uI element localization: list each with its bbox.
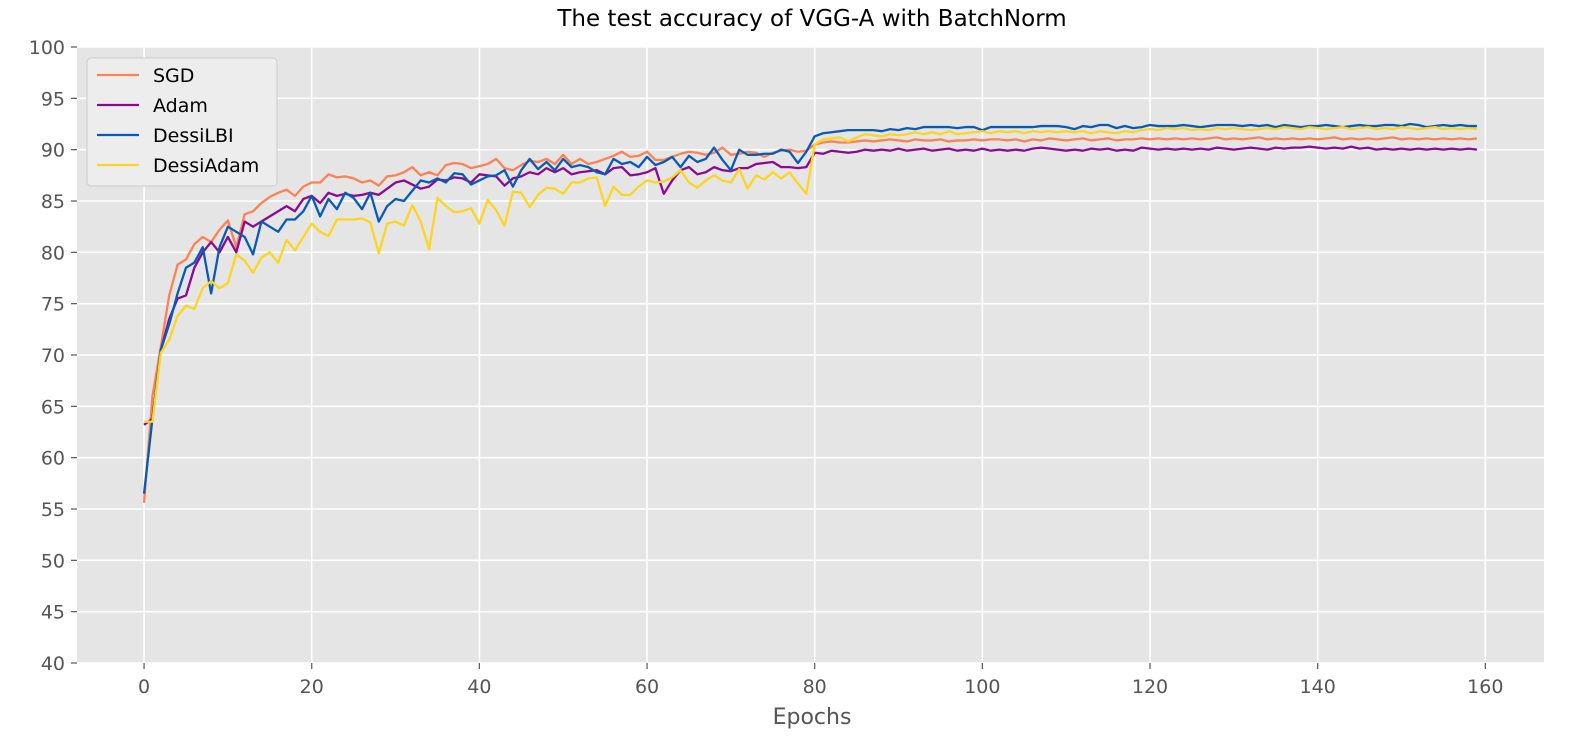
y-tick-label: 75 bbox=[41, 294, 65, 316]
y-tick-label: 65 bbox=[41, 396, 65, 418]
x-tick-label: 80 bbox=[803, 676, 827, 698]
y-tick-label: 95 bbox=[41, 88, 65, 110]
x-tick-label: 60 bbox=[635, 676, 659, 698]
x-tick-label: 120 bbox=[1132, 676, 1168, 698]
chart-title: The test accuracy of VGG-A with BatchNor… bbox=[556, 6, 1066, 32]
legend-label-sgd: SGD bbox=[153, 65, 194, 87]
legend-label-dessilbi: DessiLBI bbox=[153, 125, 234, 147]
legend: SGD Adam DessiLBI DessiAdam bbox=[86, 57, 278, 187]
legend-label-adam: Adam bbox=[153, 95, 208, 117]
y-tick-label: 100 bbox=[29, 37, 65, 59]
series-line-sgd bbox=[142, 136, 1478, 503]
y-tick-label: 40 bbox=[41, 653, 65, 675]
x-tick-label: 20 bbox=[300, 676, 324, 698]
x-tick-label: 140 bbox=[1300, 676, 1336, 698]
y-tick-label: 85 bbox=[41, 191, 65, 213]
y-tick-label: 70 bbox=[41, 345, 65, 367]
series-layer bbox=[142, 122, 1478, 503]
y-tick-label: 50 bbox=[41, 550, 65, 572]
legend-label-dessiadam: DessiAdam bbox=[153, 155, 259, 177]
y-tick-label: 55 bbox=[41, 499, 65, 521]
y-axis-ticks: 40 45 50 55 60 65 70 75 80 85 90 95 100 bbox=[29, 37, 77, 675]
y-tick-label: 60 bbox=[41, 448, 65, 470]
series-line-adam bbox=[143, 145, 1478, 426]
y-tick-label: 90 bbox=[41, 140, 65, 162]
grid-lines bbox=[77, 46, 1544, 664]
x-tick-label: 40 bbox=[467, 676, 491, 698]
x-axis-ticks: 0 20 40 60 80 100 120 140 160 bbox=[138, 663, 1503, 698]
legend-box bbox=[86, 57, 278, 187]
series-line-dessilbi bbox=[142, 122, 1477, 494]
x-tick-label: 160 bbox=[1467, 676, 1503, 698]
x-tick-label: 100 bbox=[964, 676, 1000, 698]
x-axis-label: Epochs bbox=[773, 705, 852, 730]
y-tick-label: 45 bbox=[41, 602, 65, 624]
x-tick-label: 0 bbox=[138, 676, 150, 698]
y-tick-label: 80 bbox=[41, 242, 65, 264]
series-line-dessiadam bbox=[144, 125, 1478, 423]
